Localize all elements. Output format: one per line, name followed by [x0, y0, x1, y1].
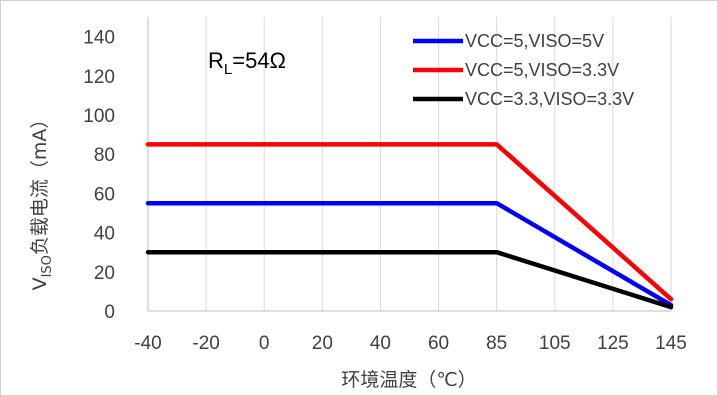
y-axis-title: VISO负载电流（mA） — [29, 110, 55, 291]
x-tick-label: 105 — [539, 333, 571, 354]
y-axis-title-rest: 负载电流（mA） — [29, 110, 51, 256]
x-tick-label: 40 — [370, 333, 391, 354]
y-tick-label: 20 — [94, 263, 115, 284]
x-tick-label: -40 — [134, 333, 161, 354]
y-tick-label: 120 — [83, 67, 115, 88]
x-tick-labels: -40 -20 0 20 40 60 85 105 125 145 — [134, 333, 687, 354]
legend-label-2: VCC=5,VISO=3.3V — [465, 60, 619, 80]
grid-lines — [147, 17, 672, 311]
axes — [147, 17, 671, 312]
y-tick-label: 40 — [94, 224, 115, 245]
series-line-2 — [145, 142, 674, 302]
x-tick-label: 145 — [655, 333, 687, 354]
load-resistance-annotation: RL=54Ω — [208, 48, 286, 78]
x-tick-label: 20 — [312, 333, 333, 354]
series-line-3 — [145, 249, 674, 310]
y-tick-label: 100 — [83, 106, 115, 127]
series-lines — [145, 142, 674, 310]
y-tick-labels: 0 20 40 60 80 100 120 140 — [83, 28, 115, 323]
series-line-1 — [145, 200, 674, 308]
x-tick-label: 85 — [486, 333, 507, 354]
x-tick-label: -20 — [192, 333, 219, 354]
annotation-rest: =54Ω — [232, 48, 286, 73]
x-tick-label: 0 — [259, 333, 270, 354]
y-tick-label: 60 — [94, 184, 115, 205]
legend: VCC=5,VISO=5V VCC=5,VISO=3.3V VCC=3.3,VISO… — [413, 31, 634, 109]
y-axis-title-main: V — [29, 277, 51, 290]
y-tick-label: 80 — [94, 145, 115, 166]
legend-label-3: VCC=3.3,VISO=3.3V — [465, 89, 634, 109]
legend-label-1: VCC=5,VISO=5V — [465, 31, 604, 51]
y-tick-label: 0 — [104, 302, 115, 323]
y-tick-label: 140 — [83, 28, 115, 49]
annotation-main: R — [208, 48, 224, 73]
x-tick-label: 125 — [597, 333, 629, 354]
x-tick-label: 60 — [428, 333, 449, 354]
annotation-sub: L — [224, 61, 232, 78]
x-axis-title: 环境温度（℃） — [341, 369, 476, 391]
y-axis-title-sub: ISO — [40, 255, 55, 277]
